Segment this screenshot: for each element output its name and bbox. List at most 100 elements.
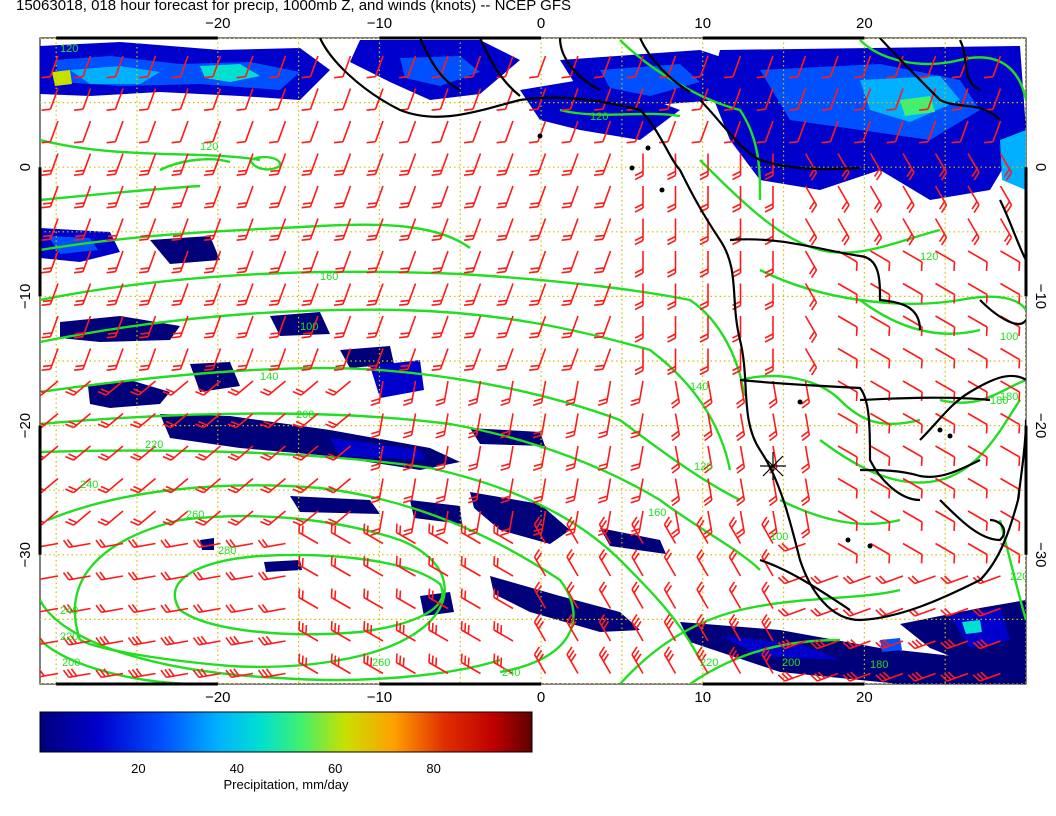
wind-barb xyxy=(875,639,904,650)
wind-barb xyxy=(804,185,818,213)
wind-barb xyxy=(402,510,417,536)
wind-barb xyxy=(821,120,839,144)
wind-barb xyxy=(902,250,923,271)
lat-tick-left: −20 xyxy=(17,413,34,438)
precip-area xyxy=(190,362,240,392)
wind-barb xyxy=(496,348,514,371)
wind-barb xyxy=(630,445,644,471)
wind-barb xyxy=(65,477,92,494)
wind-barb xyxy=(301,185,319,209)
wind-barb xyxy=(106,348,124,371)
wind-barb xyxy=(160,571,189,581)
wind-barb xyxy=(395,653,416,675)
wind-barb xyxy=(764,283,774,311)
wind-barb xyxy=(902,477,923,499)
wind-barb xyxy=(723,55,742,79)
wind-barb xyxy=(934,218,948,246)
precip-area xyxy=(410,500,462,524)
wind-barb xyxy=(667,186,677,213)
wind-barb xyxy=(593,348,612,371)
colorbar xyxy=(39,711,533,753)
wind-barb xyxy=(496,283,514,306)
wind-barb xyxy=(967,250,988,271)
coastline-path xyxy=(318,38,1026,622)
wind-barb xyxy=(1000,347,1021,369)
wind-barb xyxy=(761,646,774,674)
precip-area xyxy=(680,622,1026,684)
wind-barb xyxy=(138,55,157,79)
wind-barb xyxy=(236,348,254,371)
wind-barb xyxy=(870,347,891,369)
wind-barb xyxy=(703,380,713,409)
height-contour-line xyxy=(173,553,444,636)
wind-barb xyxy=(62,668,91,679)
wind-barb xyxy=(999,218,1013,246)
wind-barb xyxy=(73,120,92,144)
wind-barb xyxy=(496,250,514,274)
wind-barb xyxy=(598,516,612,544)
contour-label: 100 xyxy=(300,321,318,333)
wind-barb xyxy=(761,581,774,609)
wind-barb xyxy=(500,380,514,406)
wind-barb xyxy=(138,315,157,339)
wind-barb xyxy=(431,88,449,111)
wind-barb xyxy=(40,380,59,396)
lat-tick-left: −30 xyxy=(17,542,34,567)
wind-barb xyxy=(192,571,221,581)
wind-barb xyxy=(366,120,384,144)
wind-barb xyxy=(565,445,579,471)
wind-barb xyxy=(73,55,92,79)
wind-barb xyxy=(301,315,319,339)
wind-barb xyxy=(934,185,948,213)
wind-barb xyxy=(528,153,547,176)
wind-barb xyxy=(257,538,286,549)
wind-barb xyxy=(435,445,449,471)
wind-barb xyxy=(1000,250,1021,271)
wind-barb xyxy=(869,153,883,181)
precip-area xyxy=(600,528,666,554)
wind-barb xyxy=(225,603,254,614)
wind-barb xyxy=(463,348,482,371)
wind-barb xyxy=(663,516,677,544)
wind-barb xyxy=(902,347,923,369)
wind-barb xyxy=(138,88,157,111)
wind-barb xyxy=(333,315,352,339)
wind-barb xyxy=(768,478,778,507)
wind-barb xyxy=(756,55,774,79)
wind-barb xyxy=(333,153,352,176)
colorbar-label: Precipitation, mm/day xyxy=(224,777,349,792)
wind-barb xyxy=(192,635,221,646)
wind-barb xyxy=(593,185,612,209)
wind-barb xyxy=(127,571,156,581)
wind-barb xyxy=(735,380,746,409)
wind-barb xyxy=(658,55,677,79)
wind-barb xyxy=(972,671,1001,682)
wind-barb xyxy=(171,120,189,144)
wind-barb xyxy=(696,581,709,609)
wind-barb xyxy=(500,413,514,439)
wind-barb xyxy=(257,635,286,646)
wind-barb xyxy=(428,621,449,642)
wind-barb xyxy=(431,120,449,144)
wind-barb xyxy=(699,283,709,311)
height-contour-line xyxy=(40,599,501,682)
wind-barb xyxy=(597,380,612,406)
wind-barb xyxy=(106,315,124,339)
wind-barb xyxy=(106,55,124,79)
wind-barb xyxy=(935,315,956,336)
wind-barb xyxy=(597,413,612,439)
lon-tick-top: −20 xyxy=(205,15,230,32)
wind-barb xyxy=(983,55,1002,79)
island xyxy=(947,433,953,439)
wind-barb xyxy=(967,412,988,434)
wind-barb xyxy=(667,218,677,246)
wind-barb xyxy=(330,523,351,545)
wind-barb xyxy=(565,413,579,439)
wind-barb xyxy=(41,120,59,144)
contour-label: 140 xyxy=(690,381,708,393)
wind-barb xyxy=(967,347,988,369)
wind-barb xyxy=(431,153,449,176)
wind-barb xyxy=(810,575,839,585)
precip-area xyxy=(150,236,220,264)
wind-barb xyxy=(171,283,189,306)
